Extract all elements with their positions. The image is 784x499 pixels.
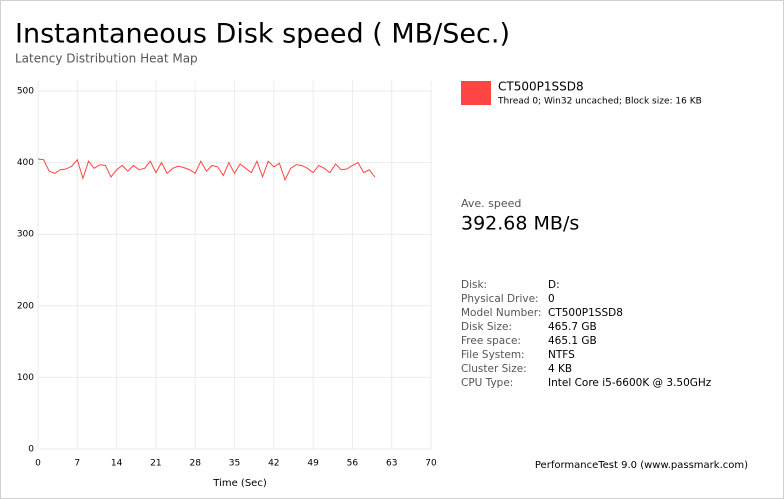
summary-label: Ave. speed — [461, 197, 521, 210]
info-key: CPU Type: — [461, 377, 513, 389]
summary-value: 392.68 MB/s — [461, 213, 579, 235]
y-tick-label: 200 — [17, 301, 34, 311]
info-value: 4 KB — [548, 363, 572, 375]
info-key: Free space: — [461, 335, 521, 347]
y-tick-label: 400 — [17, 158, 34, 168]
y-tick-label: 300 — [17, 230, 34, 240]
x-tick-label: 63 — [386, 459, 397, 469]
info-value: 465.7 GB — [548, 321, 597, 333]
info-value: 0 — [548, 293, 555, 305]
x-tick-label: 42 — [268, 459, 279, 469]
y-tick-label: 100 — [17, 373, 34, 383]
info-key: File System: — [461, 349, 525, 361]
data-line — [37, 158, 376, 182]
footer: PerformanceTest 9.0 (www.passmark.com) — [535, 460, 748, 471]
x-tick-label: 0 — [35, 459, 41, 469]
info-value: 465.1 GB — [548, 335, 597, 347]
x-tick-label: 7 — [74, 459, 80, 469]
info-key: Disk Size: — [461, 321, 512, 333]
x-tick-label: 21 — [150, 459, 161, 469]
x-tick-label: 28 — [189, 459, 201, 469]
chart-title: Instantaneous Disk speed ( MB/Sec.) — [15, 19, 510, 50]
legend-note: Thread 0; Win32 uncached; Block size: 16… — [497, 97, 702, 107]
x-tick-label: 35 — [229, 459, 240, 469]
chart-subtitle: Latency Distribution Heat Map — [15, 52, 198, 66]
info-value: CT500P1SSD8 — [548, 307, 623, 319]
info-key: Model Number: — [461, 307, 541, 319]
legend-label: CT500P1SSD8 — [498, 80, 584, 94]
info-value: Intel Core i5-6600K @ 3.50GHz — [548, 377, 712, 389]
info-value: D: — [548, 279, 560, 291]
info-value: NTFS — [548, 349, 575, 361]
x-tick-label: 14 — [111, 459, 123, 469]
x-tick-label: 49 — [307, 459, 319, 469]
info-key: Physical Drive: — [461, 293, 539, 305]
x-tick-label: 70 — [425, 459, 437, 469]
y-tick-label: 500 — [17, 87, 34, 97]
info-key: Cluster Size: — [461, 363, 527, 375]
x-tick-label: 56 — [347, 459, 359, 469]
y-tick-label: 0 — [28, 445, 34, 455]
info-key: Disk: — [461, 279, 487, 291]
x-axis-label: Time (Sec) — [212, 478, 267, 489]
legend-swatch — [461, 81, 491, 105]
